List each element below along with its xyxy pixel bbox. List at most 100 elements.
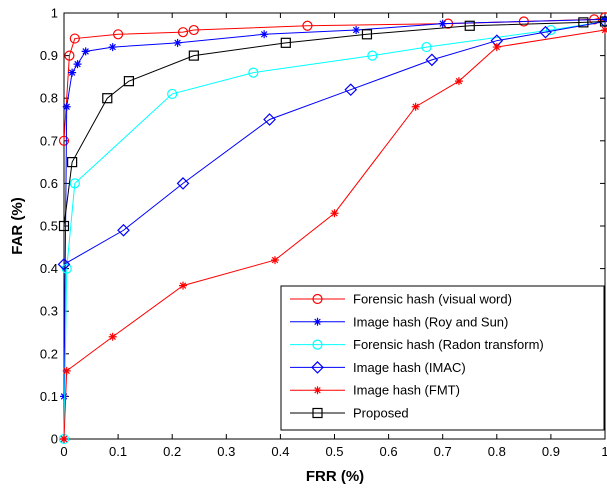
legend-label: Image hash (IMAC)	[353, 360, 466, 375]
data-point-square	[578, 17, 589, 28]
x-tick-label: 0.3	[217, 444, 235, 459]
data-point-circle	[248, 67, 259, 78]
legend-marker-diamond	[311, 361, 324, 374]
legend: Forensic hash (visual word) Image hash (R…	[280, 285, 605, 431]
x-tick-label: 0.2	[163, 444, 181, 459]
y-tick-label: 0.6	[40, 176, 58, 191]
data-point-star	[108, 43, 117, 52]
data-point-square	[58, 220, 70, 232]
legend-label: Forensic hash (visual word)	[353, 292, 512, 307]
y-tick-label: 0.8	[40, 91, 58, 106]
data-point-diamond	[263, 113, 276, 126]
axis-ticks: 0 0.1 0.2 0.3 0.4 0.5 0.6 0.7 0.8 0.9 1 0 0.1 0.2 0.3 0…	[40, 6, 607, 460]
data-point-diamond	[539, 25, 552, 39]
data-point-square	[67, 157, 78, 168]
data-point-star	[173, 38, 182, 47]
legend-entry: Forensic hash (visual word)	[290, 292, 512, 307]
data-point-star	[411, 102, 420, 111]
legend-label: Proposed	[353, 406, 409, 421]
data-point-diamond	[117, 223, 130, 237]
data-point-circle	[112, 29, 124, 40]
legend-entry: Forensic hash (Radon transform)	[290, 337, 544, 352]
data-point-star	[179, 281, 188, 290]
data-point-star	[60, 435, 68, 443]
data-point-diamond	[425, 53, 439, 67]
series-line	[63, 21, 606, 265]
data-point-circle	[58, 135, 70, 146]
series-line	[63, 18, 606, 439]
data-point-star	[438, 19, 447, 28]
x-tick-label: 1	[601, 444, 607, 459]
data-point-star	[260, 30, 269, 39]
data-point-star	[601, 15, 607, 24]
y-tick-label: 0.3	[40, 304, 58, 319]
x-tick-label: 0.1	[109, 444, 127, 459]
series-5	[58, 16, 607, 232]
legend-entry: Image hash (FMT)	[290, 383, 460, 398]
data-point-square	[102, 93, 113, 104]
legend-label: Forensic hash (Radon transform)	[353, 337, 544, 352]
data-point-star	[454, 77, 463, 86]
data-point-diamond	[57, 257, 71, 271]
data-point-circle	[64, 50, 75, 61]
y-tick-label: 0.4	[40, 261, 58, 276]
data-point-star	[62, 102, 71, 111]
x-tick-label: 0.7	[434, 444, 452, 459]
data-point-star	[60, 392, 68, 401]
legend-entry: Image hash (Roy and Sun)	[290, 314, 508, 329]
data-point-diamond	[176, 177, 190, 190]
legend-entry: Image hash (IMAC)	[290, 360, 466, 375]
y-tick-label: 1	[51, 6, 58, 21]
data-point-circle	[421, 41, 432, 53]
data-point-star	[62, 366, 71, 375]
series-line	[63, 29, 606, 440]
x-tick-label: 0.5	[325, 444, 343, 459]
y-tick-label: 0	[51, 432, 58, 447]
series-layer	[57, 12, 607, 445]
y-tick-label: 0.5	[40, 219, 58, 234]
data-point-square	[123, 76, 135, 87]
data-point-square	[464, 20, 475, 31]
series-line	[63, 21, 606, 440]
y-tick-label: 0.9	[40, 48, 58, 63]
data-point-circle	[302, 20, 313, 31]
data-point-square	[280, 37, 291, 48]
y-tick-label: 0.2	[40, 346, 58, 361]
legend-box	[280, 285, 605, 431]
data-point-square	[361, 29, 373, 40]
legend-label: Image hash (Roy and Sun)	[353, 314, 508, 329]
data-point-star	[108, 332, 117, 341]
x-tick-label: 0.6	[380, 444, 398, 459]
data-point-square	[188, 50, 199, 61]
data-point-star	[73, 60, 82, 69]
series-1	[60, 15, 607, 443]
y-axis-label: FAR (%)	[9, 197, 26, 255]
legend-entry: Proposed	[290, 406, 409, 421]
data-point-star	[68, 68, 77, 77]
data-point-star	[352, 26, 361, 35]
data-point-star	[601, 26, 607, 35]
x-tick-label: 0	[60, 444, 67, 459]
data-point-star	[270, 256, 279, 265]
data-point-circle	[177, 27, 189, 38]
data-point-circle	[367, 50, 378, 61]
data-point-circle	[188, 24, 199, 36]
x-tick-label: 0.4	[271, 444, 289, 459]
legend-label: Image hash (FMT)	[353, 383, 460, 398]
data-point-square	[599, 16, 607, 27]
y-tick-label: 0.1	[40, 389, 58, 404]
legend-marker-star	[313, 386, 322, 395]
x-tick-label: 0.8	[488, 444, 506, 459]
x-tick-label: 0.9	[542, 444, 560, 459]
series-2	[58, 16, 607, 445]
data-point-star	[492, 43, 501, 52]
legend-marker-square	[312, 407, 323, 419]
data-point-circle	[69, 33, 80, 44]
y-tick-label: 0.7	[40, 133, 58, 148]
data-point-star	[81, 47, 90, 56]
legend-marker-star	[313, 317, 322, 326]
series-4	[60, 26, 607, 443]
legend-marker-circle	[312, 339, 323, 350]
data-point-star	[330, 209, 339, 218]
